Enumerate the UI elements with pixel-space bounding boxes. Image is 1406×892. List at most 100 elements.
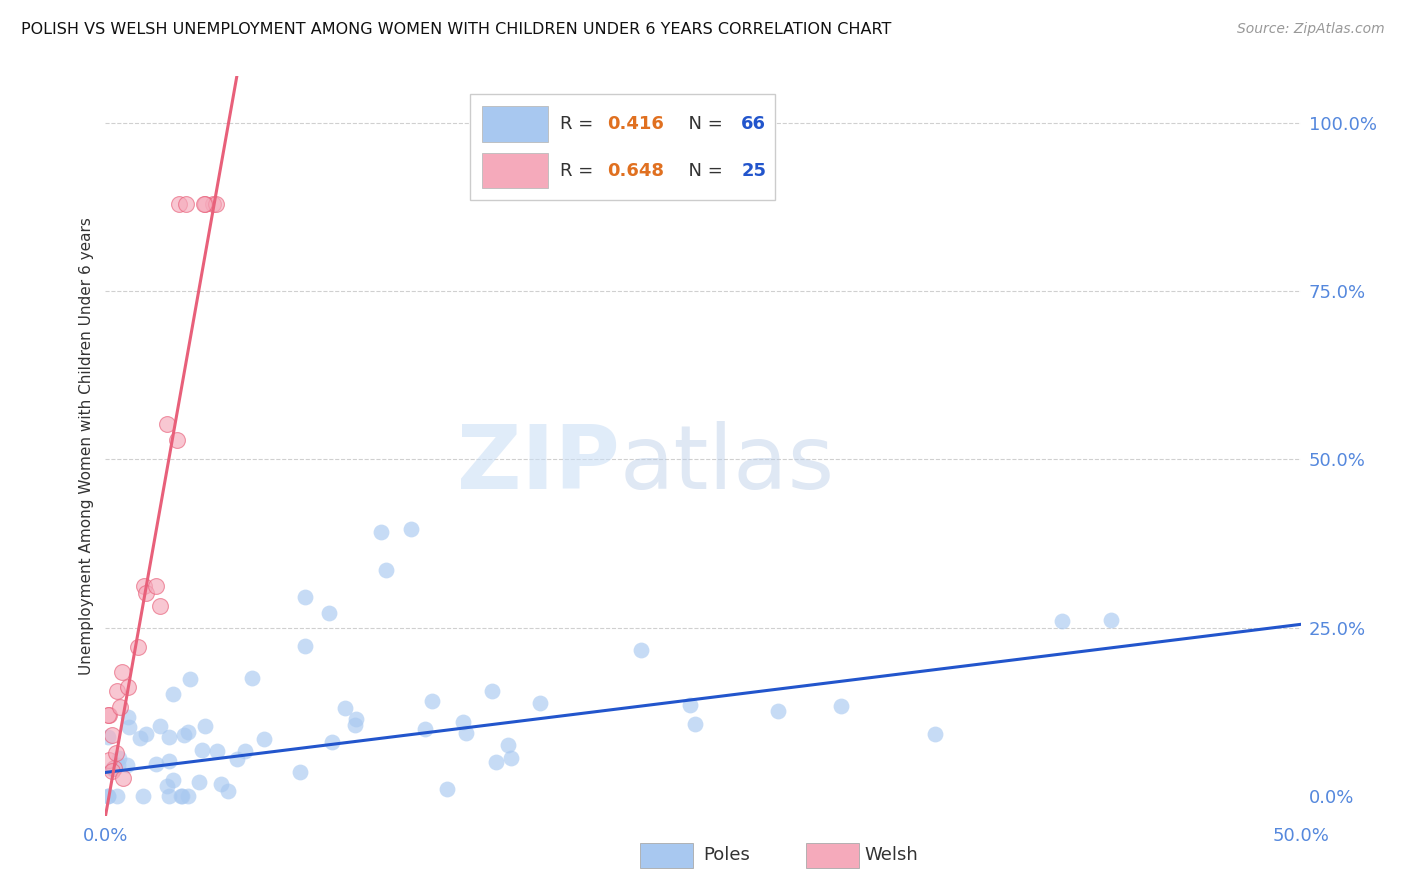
- Point: [97, 708, 120, 723]
- Text: R =: R =: [560, 115, 599, 133]
- Point: [207, 744, 229, 758]
- Point: [135, 586, 157, 600]
- Point: [193, 196, 215, 211]
- Point: [134, 578, 156, 592]
- Point: [318, 607, 340, 621]
- Point: [162, 773, 184, 788]
- Point: [117, 681, 139, 695]
- Point: [209, 777, 232, 791]
- Text: N =: N =: [676, 161, 728, 179]
- Point: [108, 699, 131, 714]
- Point: [176, 196, 198, 211]
- Text: Source: ZipAtlas.com: Source: ZipAtlas.com: [1237, 22, 1385, 37]
- Point: [97, 789, 120, 803]
- Point: [190, 743, 212, 757]
- Point: [456, 726, 478, 740]
- Text: Poles: Poles: [703, 846, 749, 863]
- FancyBboxPatch shape: [482, 153, 547, 188]
- Point: [98, 753, 121, 767]
- Point: [451, 714, 474, 729]
- Point: [679, 698, 702, 712]
- Point: [103, 761, 125, 775]
- Point: [162, 687, 184, 701]
- Point: [97, 730, 120, 744]
- Point: [370, 525, 392, 540]
- FancyBboxPatch shape: [470, 95, 775, 200]
- Point: [149, 599, 172, 614]
- Point: [127, 640, 149, 654]
- Point: [401, 522, 423, 536]
- Point: [111, 665, 134, 679]
- Point: [97, 708, 120, 723]
- Text: ZIP: ZIP: [457, 421, 619, 508]
- Point: [101, 762, 124, 776]
- Text: 0.416: 0.416: [607, 115, 664, 133]
- Point: [145, 579, 167, 593]
- Text: 25: 25: [741, 161, 766, 179]
- Point: [100, 764, 122, 778]
- Point: [226, 751, 249, 765]
- Point: [187, 774, 209, 789]
- Point: [484, 755, 506, 769]
- Point: [115, 757, 138, 772]
- FancyBboxPatch shape: [482, 106, 547, 142]
- Point: [156, 417, 179, 431]
- Point: [683, 717, 706, 731]
- Point: [194, 196, 217, 211]
- Point: [97, 789, 120, 803]
- Point: [107, 758, 129, 772]
- Point: [170, 789, 193, 803]
- Point: [202, 196, 225, 211]
- Point: [830, 698, 852, 713]
- Text: POLISH VS WELSH UNEMPLOYMENT AMONG WOMEN WITH CHILDREN UNDER 6 YEARS CORRELATION: POLISH VS WELSH UNEMPLOYMENT AMONG WOMEN…: [21, 22, 891, 37]
- Point: [118, 720, 141, 734]
- Point: [157, 754, 180, 768]
- Y-axis label: Unemployment Among Women with Children Under 6 years: Unemployment Among Women with Children U…: [79, 217, 94, 675]
- Point: [129, 731, 152, 746]
- Point: [240, 671, 263, 685]
- Point: [924, 727, 946, 741]
- Point: [413, 722, 436, 736]
- Point: [117, 709, 139, 723]
- Point: [253, 731, 276, 746]
- Point: [333, 701, 356, 715]
- Point: [294, 640, 316, 654]
- Point: [1099, 613, 1122, 627]
- Point: [179, 672, 201, 686]
- Point: [288, 764, 311, 779]
- Point: [204, 196, 226, 211]
- Point: [135, 727, 157, 741]
- Text: R =: R =: [560, 161, 599, 179]
- Point: [1050, 614, 1073, 628]
- Point: [111, 771, 134, 785]
- Point: [145, 756, 167, 771]
- Point: [294, 590, 316, 604]
- Point: [166, 433, 188, 447]
- Text: Welsh: Welsh: [865, 846, 918, 863]
- Point: [108, 751, 131, 765]
- Text: N =: N =: [676, 115, 728, 133]
- Point: [194, 719, 217, 733]
- Point: [157, 789, 180, 803]
- Point: [169, 196, 191, 211]
- Text: 66: 66: [741, 115, 766, 133]
- Point: [481, 684, 503, 698]
- Point: [177, 724, 200, 739]
- Point: [105, 789, 128, 803]
- Point: [105, 684, 128, 698]
- Point: [436, 781, 458, 796]
- Text: 0.648: 0.648: [607, 161, 665, 179]
- Point: [217, 783, 239, 797]
- Point: [233, 744, 256, 758]
- Point: [104, 746, 127, 760]
- Point: [630, 643, 652, 657]
- Point: [101, 728, 124, 742]
- Point: [172, 789, 194, 803]
- Point: [156, 779, 179, 793]
- Point: [768, 704, 790, 718]
- Point: [346, 712, 368, 726]
- Point: [177, 789, 200, 803]
- Point: [148, 719, 170, 733]
- Point: [343, 718, 366, 732]
- Point: [496, 738, 519, 752]
